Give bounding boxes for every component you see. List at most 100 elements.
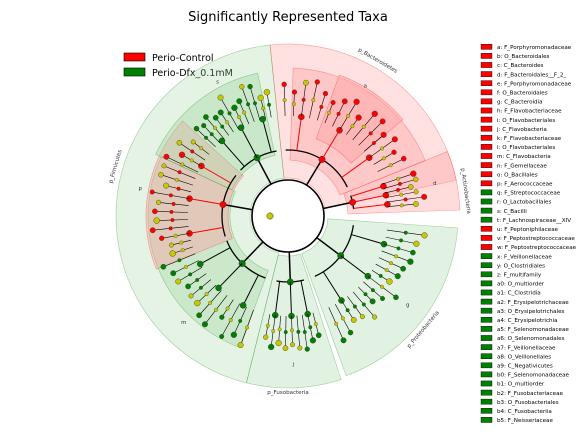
tree-branch [316, 237, 342, 257]
key-swatch [480, 289, 493, 296]
tree-leaf [185, 283, 191, 290]
tree-node [277, 327, 282, 332]
key-swatch [480, 116, 493, 123]
tree-node [265, 323, 270, 328]
tree-branch [262, 119, 272, 153]
key-label: w: F_Peptostreptococcaceae [497, 245, 576, 251]
tree-node [399, 238, 404, 243]
tree-leaf [231, 104, 238, 111]
tree-branch [221, 140, 245, 167]
key-swatch [480, 244, 493, 250]
key-label: f: O_Bacteroidales [497, 91, 548, 97]
clade-label: m [181, 320, 186, 326]
tree-leaf [152, 208, 158, 215]
key-swatch [480, 198, 493, 205]
legend-label-control: Perio-Control [152, 53, 214, 64]
tree-node [350, 124, 355, 129]
tree-node [190, 149, 195, 154]
tree-node [246, 102, 251, 107]
tree-node [396, 187, 400, 192]
tree-leaf [421, 193, 428, 200]
tree-branch [305, 159, 323, 186]
key-label: a6: O_Selenomonadales [497, 336, 565, 342]
tree-node [380, 146, 384, 151]
tree-node [179, 240, 184, 245]
key-label: a2: F_Erysipelotrichaceae [497, 300, 569, 306]
key-swatch [480, 362, 493, 369]
tree-branch [240, 127, 258, 158]
key-swatch [480, 280, 493, 287]
key-swatch [480, 408, 493, 414]
key-swatch [480, 98, 493, 105]
key-swatch [480, 171, 493, 178]
bacilli-band [145, 120, 244, 270]
key-label: b2: F_Fusobacteriaceae [497, 391, 563, 397]
tree-node [379, 284, 384, 289]
tree-leaf [268, 343, 275, 351]
tree-node [237, 124, 245, 131]
tree-branch [242, 274, 259, 306]
tree-leaf [257, 94, 264, 101]
tree-branch [353, 203, 388, 209]
key-swatch [480, 307, 493, 314]
tree-leaf [149, 227, 156, 234]
tree-leaf [291, 89, 298, 95]
tree-node [237, 115, 241, 120]
key-swatch [480, 389, 493, 396]
tree-node [399, 192, 404, 197]
tree-node [177, 170, 182, 175]
tree-node [368, 131, 373, 136]
tree-leaf [407, 258, 414, 265]
tree-leaf [230, 331, 237, 338]
tree-leaf [169, 242, 174, 248]
legend-swatch-dfx [123, 67, 146, 77]
key-swatch [480, 216, 493, 223]
tree-node [282, 98, 287, 103]
tree-node [208, 300, 213, 305]
tree-branch [321, 130, 340, 160]
tree-node [296, 329, 301, 334]
tree-node [168, 193, 173, 198]
tree-leaf [194, 299, 201, 307]
tree-node [389, 261, 393, 266]
tree-node [313, 322, 318, 326]
key-label: a: F_Porphyromonadaceae [497, 45, 572, 51]
key-label: j: C_Flavobacteria [496, 127, 547, 133]
tree-leaf [369, 298, 376, 305]
key-swatch [480, 225, 493, 232]
tree-leaf [237, 342, 244, 349]
tree-node [215, 284, 222, 292]
tree-node [291, 102, 296, 107]
tree-node [388, 163, 393, 168]
tree-branch [288, 251, 292, 282]
tree-node [189, 158, 194, 163]
key-label: a4: C_Erysipelotrichia [497, 318, 558, 324]
key-label: a3: O_Erysipelotrichales [497, 309, 565, 315]
tree-node [220, 124, 225, 129]
tree-node [271, 329, 276, 333]
tree-leaf [309, 337, 316, 344]
key-label: d: F_Bacteroidales__F_2_ [497, 72, 566, 78]
key-label: a0: O_multiorder [497, 282, 545, 288]
key-swatch [480, 53, 493, 59]
tree-branch [341, 157, 370, 178]
tree-branch [222, 203, 253, 211]
tree-node [261, 106, 266, 111]
key-swatch [480, 44, 493, 50]
key-label: c: C_Bacteroides [497, 63, 544, 69]
key-label: v: F_Peptostreptococcaceae [497, 236, 575, 242]
tree-leaf [219, 334, 225, 339]
key-label: q: F_Streptococcaceae [497, 191, 561, 197]
tree-leaf [282, 345, 289, 351]
key-swatch [480, 380, 493, 387]
tree-leaf [410, 249, 416, 256]
tree-node [334, 321, 339, 326]
key-label: h: F_Flavobacteriaceae [497, 109, 562, 115]
tree-branch [322, 271, 342, 301]
tree-leaf [413, 240, 420, 247]
key-label: o: O_Bacillales [497, 172, 538, 178]
key-label: e: F_Porphyromonadaceae [497, 81, 572, 87]
tree-node [174, 177, 179, 182]
legend: Perio-Control Perio-Dfx_0.1mM [123, 52, 233, 79]
